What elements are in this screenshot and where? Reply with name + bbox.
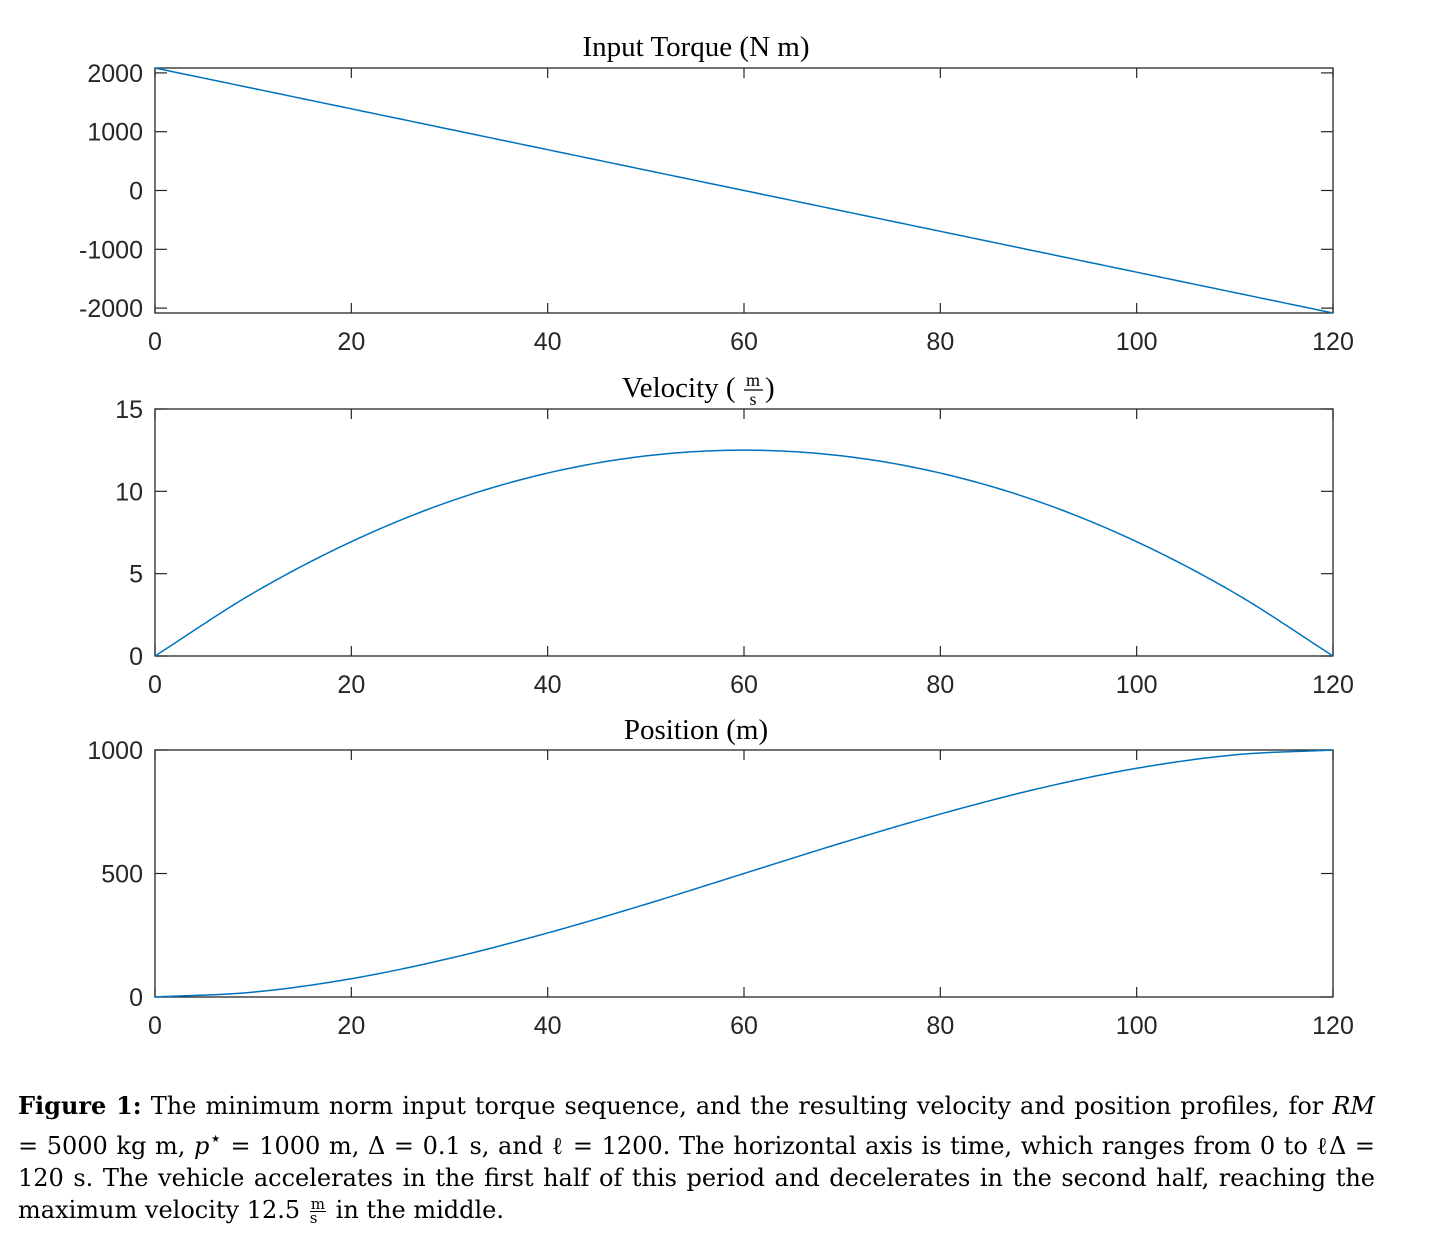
caption-label: Figure 1: — [18, 1091, 142, 1120]
y-tick-label: 15 — [115, 396, 143, 424]
x-tick-label: 60 — [730, 1012, 758, 1040]
y-tick-label: -2000 — [79, 295, 143, 323]
torque-title: Input Torque (N m) — [583, 31, 810, 63]
torque-plot: 0 20 40 60 80 100 120 -2000 -1000 0 1000 2000 — [79, 60, 1354, 356]
y-tick-label: 500 — [101, 861, 143, 889]
x-tick-label: 80 — [926, 1012, 954, 1040]
x-tick-label: 80 — [926, 671, 954, 699]
y-tick-label: 0 — [129, 178, 143, 206]
y-tick-label: 1000 — [87, 737, 143, 765]
x-tick-label: 120 — [1312, 328, 1354, 356]
x-tick-label: 0 — [148, 671, 162, 699]
figure-caption: Figure 1: The minimum norm input torque … — [18, 1090, 1375, 1226]
x-tick-label: 60 — [730, 671, 758, 699]
x-tick-label: 120 — [1312, 1012, 1354, 1040]
x-tick-label: 20 — [337, 1012, 365, 1040]
caption-rm: RM — [1332, 1092, 1375, 1120]
x-tick-label: 100 — [1116, 328, 1158, 356]
caption-text-2: = 5000 kg m, — [18, 1132, 194, 1160]
caption-unit-num: m — [309, 1195, 327, 1213]
series-line — [154, 449, 1334, 657]
x-tick-label: 120 — [1312, 671, 1354, 699]
series-line — [154, 749, 1334, 998]
y-tick-label: 1000 — [87, 119, 143, 147]
x-tick-label: 40 — [534, 1012, 562, 1040]
torque-panel: Input Torque (N m) 0 20 40 60 80 100 120 -2000 -… — [79, 31, 1354, 356]
x-tick-label: 80 — [926, 328, 954, 356]
x-tick-label: 0 — [148, 328, 162, 356]
caption-star: ⋆ — [209, 1126, 222, 1150]
x-tick-label: 40 — [534, 328, 562, 356]
velocity-title-close: ) — [765, 372, 775, 404]
position-title: Position (m) — [624, 714, 768, 746]
velocity-title-unit-num: m — [746, 370, 760, 390]
position-plot: 0 20 40 60 80 100 120 0 500 1000 — [87, 737, 1353, 1040]
x-tick-label: 100 — [1116, 671, 1158, 699]
x-tick-label: 0 — [148, 1012, 162, 1040]
x-tick-label: 40 — [534, 671, 562, 699]
y-tick-label: 5 — [129, 561, 143, 589]
caption-text-3: = 1000 m, Δ = 0.1 s, and ℓ = 1200. The h… — [18, 1132, 1376, 1224]
velocity-title-unit-den: s — [749, 389, 756, 409]
y-tick-label: 0 — [129, 643, 143, 671]
caption-text-1: The minimum norm input torque sequence, … — [141, 1092, 1333, 1120]
y-tick-label: 0 — [129, 984, 143, 1012]
figure: Input Torque (N m) 0 20 40 60 80 100 120-2000-… — [79, 31, 1354, 1040]
x-tick-label: 20 — [337, 328, 365, 356]
caption-unit-den: s — [309, 1209, 318, 1227]
caption-text-4: in the middle. — [328, 1196, 505, 1224]
velocity-plot: 0 20 40 60 80 100 120 0 5 10 15 — [115, 396, 1354, 699]
y-tick-label: -1000 — [79, 236, 143, 264]
position-panel: Position (m) 0 20 40 60 80 100 120 0 500 1000 — [87, 714, 1353, 1040]
y-tick-label: 2000 — [87, 60, 143, 88]
x-tick-label: 60 — [730, 328, 758, 356]
velocity-title-text: Velocity ( — [622, 372, 736, 404]
x-tick-label: 100 — [1116, 1012, 1158, 1040]
caption-pstar: p — [193, 1132, 210, 1160]
velocity-panel: Velocity ( m s ) 0 20 40 60 80 100 120 0 5 10 15 — [115, 370, 1354, 699]
series-line — [154, 67, 1334, 314]
y-tick-label: 10 — [115, 478, 143, 506]
velocity-title: Velocity ( — [622, 372, 736, 404]
plot-frame — [154, 408, 1334, 657]
x-tick-label: 20 — [337, 671, 365, 699]
